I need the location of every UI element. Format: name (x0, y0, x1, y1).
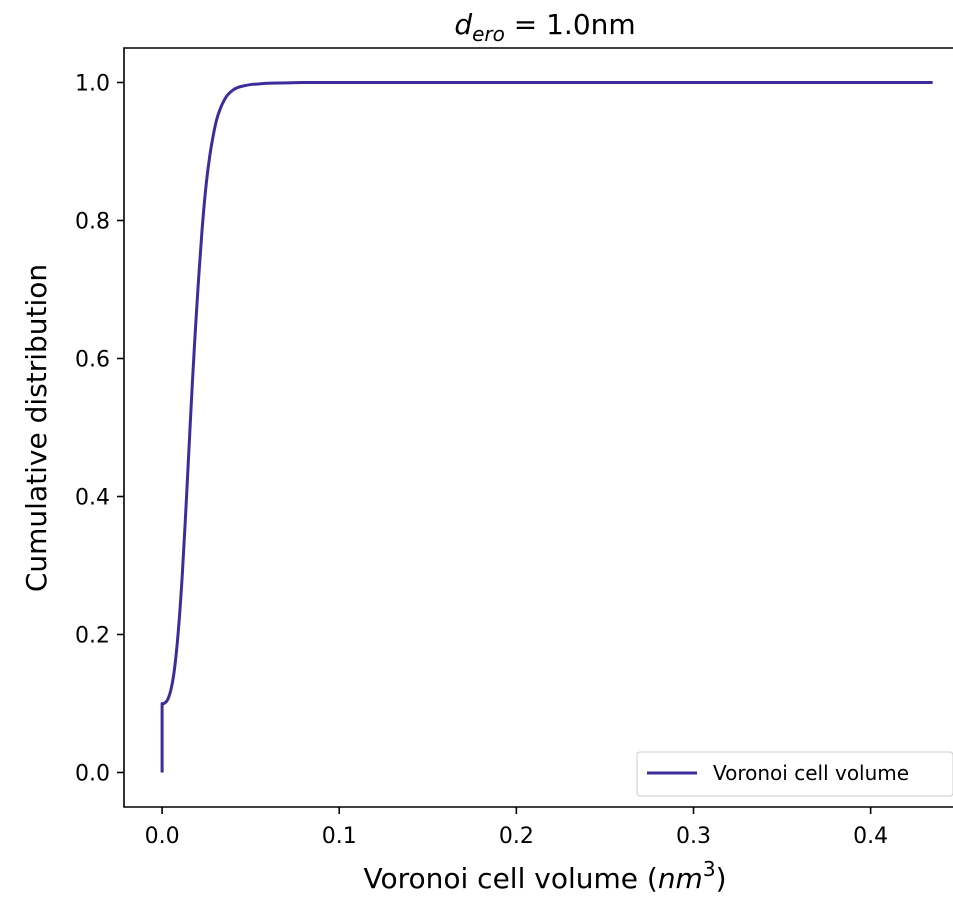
x-label-close: ) (716, 862, 727, 895)
legend: Voronoi cell volume (636, 751, 953, 797)
x-axis-label: Voronoi cell volume (nm3) (363, 857, 726, 895)
axes-frame (123, 47, 953, 808)
x-tick-label: 0.1 (322, 824, 357, 849)
x-tick-label: 0.0 (145, 824, 180, 849)
chart-title: dero = 1.0nm (454, 8, 635, 46)
y-tick-label: 0.0 (75, 762, 110, 787)
y-tick-label: 0.8 (75, 210, 110, 235)
x-label-text: Voronoi cell volume ( (363, 862, 657, 895)
legend-box (636, 751, 953, 797)
x-tick-label: 0.4 (853, 824, 888, 849)
y-tick-label: 0.4 (75, 486, 110, 511)
x-axis-ticks: 0.0 0.1 0.2 0.3 0.4 (145, 807, 888, 849)
y-axis-label: Cumulative distribution (20, 264, 53, 592)
series-line (160, 80, 933, 773)
y-tick-label: 1.0 (75, 72, 110, 97)
x-tick-label: 0.2 (499, 824, 534, 849)
x-label-exponent: 3 (703, 857, 716, 881)
x-tick-label: 0.3 (676, 824, 711, 849)
title-symbol: d (454, 8, 472, 41)
y-tick-label: 0.2 (75, 624, 110, 649)
axes-spines (123, 47, 953, 808)
x-label-unit: nm (658, 862, 703, 895)
legend-label: Voronoi cell volume (713, 761, 909, 785)
title-value: = 1.0nm (505, 8, 636, 41)
plot-area (160, 80, 933, 773)
title-subscript: ero (472, 22, 505, 46)
y-axis-ticks: 0.0 0.2 0.4 0.6 0.8 1.0 (75, 72, 124, 787)
y-tick-label: 0.6 (75, 348, 110, 373)
